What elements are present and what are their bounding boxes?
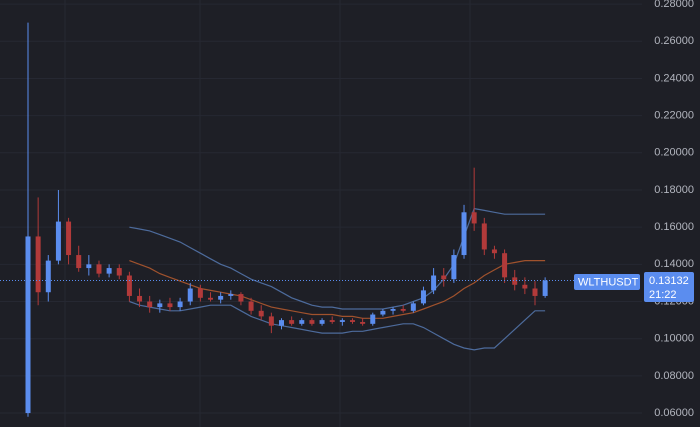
candle-body [218, 295, 224, 300]
candle-body [461, 212, 467, 256]
candle-body [370, 314, 376, 324]
time-text: 21:22 [649, 289, 677, 301]
price-label: WLTHUSDT 0.13132 21:22 [574, 272, 694, 302]
y-tick-label: 0.06000 [654, 407, 694, 419]
candle-body [187, 288, 193, 302]
candle-body [167, 303, 173, 308]
candle-body [258, 310, 264, 317]
candle-body [319, 320, 325, 324]
candle-body [137, 295, 143, 302]
candle-body [147, 301, 153, 308]
candle-body [451, 255, 457, 280]
candle-body [106, 268, 112, 274]
grid [0, 0, 642, 427]
candle-body [309, 320, 315, 324]
candle-body [228, 294, 234, 296]
candle-body [471, 212, 477, 224]
candle-body [35, 236, 41, 293]
candle-body [208, 297, 214, 300]
candle-body [380, 310, 386, 315]
symbol-text: WLTHUSDT [578, 276, 639, 288]
candle-body [502, 253, 508, 278]
candle-body [542, 280, 548, 296]
candle-body [96, 264, 102, 274]
y-tick-label: 0.10000 [654, 333, 694, 345]
y-tick-label: 0.20000 [654, 147, 694, 159]
candle-body [481, 223, 487, 250]
y-tick-label: 0.26000 [654, 35, 694, 47]
candle-body [329, 320, 335, 322]
plot [0, 22, 574, 417]
candle-body [349, 320, 355, 322]
candle-body [532, 288, 538, 296]
candle-body [390, 308, 396, 311]
candle-body [299, 320, 305, 324]
band-line [129, 260, 546, 319]
candle-body [157, 303, 163, 308]
y-tick-label: 0.28000 [654, 0, 694, 10]
candle-body [279, 320, 284, 326]
band-line [129, 207, 546, 310]
candle-body [441, 275, 447, 280]
y-tick-label: 0.08000 [654, 370, 694, 382]
candle-body [238, 294, 244, 302]
symbol-box [574, 274, 640, 290]
candle-body [431, 275, 437, 291]
candle-body [400, 308, 406, 311]
candle-body [177, 301, 183, 308]
candle-body [25, 236, 31, 414]
price-text: 0.13132 [649, 275, 689, 287]
y-tick-label: 0.16000 [654, 221, 694, 233]
candle-body [491, 249, 497, 254]
candle-body [410, 303, 416, 311]
candle-body [420, 290, 426, 304]
candle-body [86, 264, 92, 269]
candle-body [76, 255, 82, 269]
candle-body [289, 320, 295, 324]
candle-body [116, 268, 122, 276]
candle-body [339, 320, 345, 322]
y-tick-label: 0.14000 [654, 258, 694, 270]
candle-body [512, 277, 518, 285]
candle-body [522, 284, 528, 289]
candle-body [45, 260, 51, 293]
candle-body [126, 275, 132, 296]
price-box [644, 272, 694, 302]
candle-body [197, 288, 203, 298]
candle-body [360, 321, 366, 324]
candle-body [248, 301, 254, 311]
candle-body [66, 221, 72, 256]
y-tick-label: 0.18000 [654, 184, 694, 196]
band-line [129, 300, 546, 351]
y-tick-label: 0.22000 [654, 110, 694, 122]
y-tick-label: 0.24000 [654, 72, 694, 84]
candle-body [268, 316, 274, 326]
candle-body [55, 221, 61, 261]
